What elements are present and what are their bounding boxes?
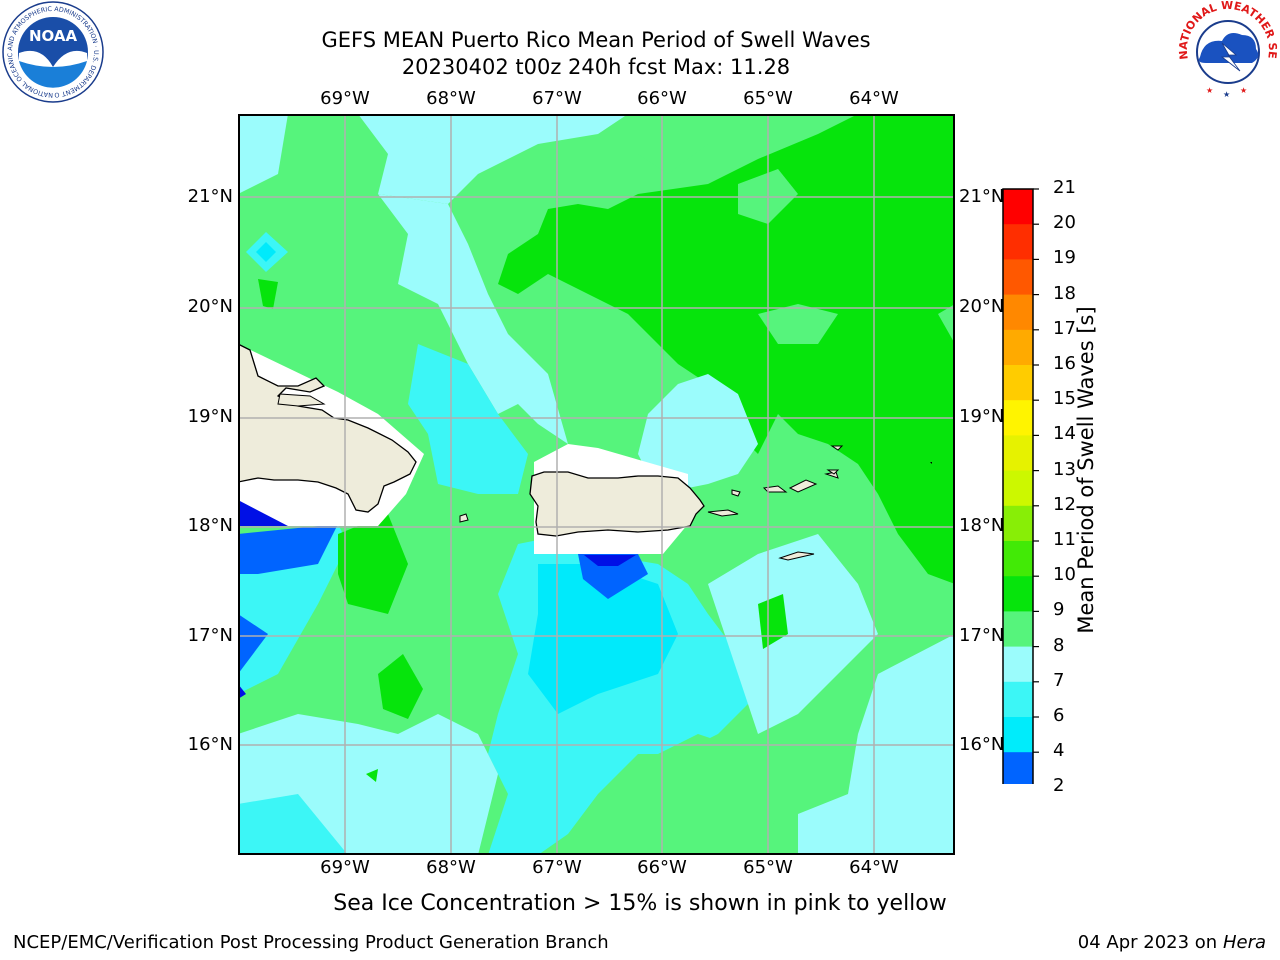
colorbar-segment [1003,576,1033,612]
noaa-wordmark: NOAA [29,27,78,45]
noaa-logo: NATIONAL OCEANIC AND ATMOSPHERIC ADMINIS… [1,1,104,103]
lat-tick-right: 19°N [959,406,1005,427]
footer-credit: NCEP/EMC/Verification Post Processing Pr… [13,932,609,953]
colorbar-segment [1003,752,1033,784]
footer-host: Hera [1222,932,1266,953]
lat-tick-left: 19°N [187,406,233,427]
chart-title: GEFS MEAN Puerto Rico Mean Period of Swe… [321,28,871,52]
colorbar-tick-label: 13 [1053,458,1076,480]
lat-tick-right: 21°N [959,186,1005,207]
graticule [238,114,955,855]
colorbar-segment [1003,294,1033,331]
colorbar-tick-label: 6 [1053,705,1065,726]
land-st-thomas [762,485,788,493]
lon-tick-bottom: 64°W [849,857,899,878]
colorbar-segment [1003,329,1033,366]
lat-tick-right: 18°N [959,515,1005,536]
chart-subtitle: 20230402 t00z 240h fcst Max: 11.28 [401,55,791,79]
colorbar-segment [1003,365,1033,401]
land-hispaniola [238,343,417,513]
lon-tick-top: 64°W [849,88,899,109]
land-puerto-rico [529,471,705,537]
map-frame [238,114,955,855]
contour-blue-south-pr [578,554,648,599]
colorbar [1002,188,1039,784]
nws-logo: NATIONAL WEATHER SERVICE ★ ★ ★ [1176,1,1279,101]
lat-tick-left: 20°N [187,296,233,317]
lat-tick-right: 20°N [959,296,1005,317]
contour-green-northeast [498,114,955,584]
lon-tick-top: 66°W [637,88,687,109]
colorbar-segment [1003,189,1033,225]
colorbar-segment [1003,224,1033,260]
lon-tick-bottom: 67°W [532,857,582,878]
colorbar-tick-label: 18 [1053,282,1076,304]
colorbar-segment [1003,681,1033,718]
colorbar-frame [1002,188,1034,784]
contour-cyan [408,344,528,494]
lon-tick-top: 65°W [743,88,793,109]
lat-tick-left: 21°N [187,186,233,207]
svg-text:★: ★ [1206,86,1213,95]
colorbar-segment [1003,470,1033,507]
footer-date-text: 04 Apr 2023 on [1077,932,1218,953]
colorbar-segment [1003,435,1033,472]
colorbar-segment [1003,505,1033,542]
colorbar-segment [1003,259,1033,296]
colorbar-tick-label: 17 [1053,317,1076,339]
contour-blue-sw [238,524,338,574]
colorbar-segment [1003,611,1033,648]
lon-tick-bottom: 69°W [320,857,370,878]
colorbar-tick-label: 2 [1053,775,1065,797]
lat-tick-right: 17°N [959,625,1005,646]
colorbar-tick-label: 7 [1053,669,1065,691]
colorbar-segment [1003,717,1033,753]
lon-tick-top: 69°W [320,88,370,109]
lon-tick-top: 67°W [532,88,582,109]
svg-text:★: ★ [1223,90,1230,99]
land-tortola [788,479,818,493]
land-mona [459,513,469,523]
colorbar-tick-label: 21 [1053,177,1076,198]
land-st-croix [778,551,815,561]
colorbar-tick-label: 10 [1053,564,1076,586]
lon-tick-top: 68°W [426,88,476,109]
lat-tick-left: 18°N [187,515,233,536]
colorbar-label: Mean Period of Swell Waves [s] [1074,306,1098,634]
land-vieques [707,509,739,517]
sea-ice-note: Sea Ice Concentration > 15% is shown in … [333,891,947,916]
lon-tick-bottom: 65°W [743,857,793,878]
colorbar-tick-label: 19 [1053,247,1076,269]
colorbar-tick-label: 8 [1053,634,1065,656]
colorbar-tick-label: 14 [1053,423,1076,445]
colorbar-segment [1003,541,1033,577]
contour-aqua-south [528,564,678,714]
colorbar-tick-label: 9 [1053,599,1065,621]
colorbar-segment [1003,646,1033,683]
lat-tick-right: 16°N [959,734,1005,755]
colorbar-tick-label: 4 [1053,740,1065,762]
colorbar-tick-label: 15 [1053,388,1076,410]
footer-date: 04 Apr 2023 on Hera [1078,932,1266,953]
colorbar-tick-label: 11 [1053,529,1076,550]
colorbar-tick-label: 12 [1053,493,1076,515]
lat-tick-left: 17°N [187,625,233,646]
colorbar-segment [1003,400,1033,436]
map-panel [238,114,955,855]
svg-text:★: ★ [1240,86,1247,95]
colorbar-tick-label: 16 [1053,353,1076,374]
lon-tick-bottom: 68°W [426,857,476,878]
colorbar-tick-label: 20 [1053,212,1076,234]
lon-tick-bottom: 66°W [637,857,687,878]
contour-light-cyan [238,114,628,204]
lat-tick-left: 16°N [187,734,233,755]
